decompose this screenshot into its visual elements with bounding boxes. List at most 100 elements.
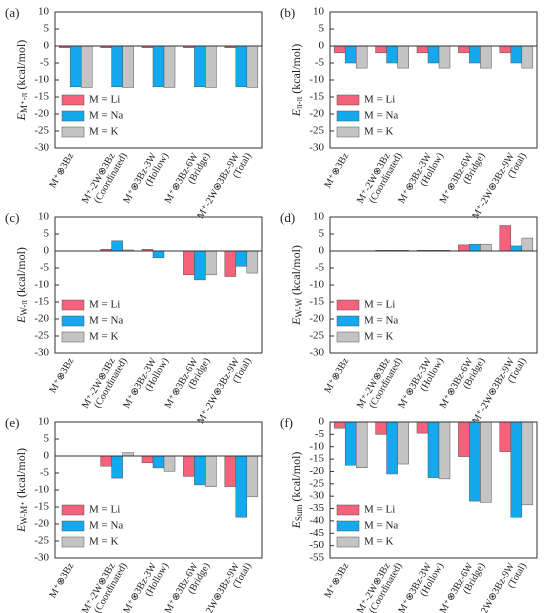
y-label-symbol: E: [14, 112, 28, 121]
bar: [100, 455, 112, 467]
y-axis-label: Eπ-π (kcal/mol): [289, 44, 304, 117]
bar: [416, 421, 429, 434]
y-tick-label: -10: [309, 279, 324, 291]
bar: [510, 245, 523, 252]
bar: [427, 45, 440, 64]
legend-swatch: [336, 299, 360, 311]
legend-swatch: [61, 299, 85, 311]
y-tick-label: 5: [44, 228, 50, 240]
y-tick-label: -20: [309, 313, 324, 325]
bar: [235, 250, 248, 267]
y-label-subscript: W-π: [19, 300, 29, 316]
y-tick-label: -20: [34, 518, 49, 530]
y-tick-label: -55: [309, 552, 324, 564]
legend-label: M = Na: [364, 520, 398, 532]
plot-frame: [54, 11, 263, 149]
bar: [438, 421, 451, 480]
legend-label: M = Li: [89, 504, 120, 516]
x-tick-label: M⁺⊗3Bz: [322, 356, 351, 395]
y-tick-label: -35: [309, 502, 324, 514]
legend-swatch: [336, 504, 360, 516]
y-tick-label: 5: [44, 23, 50, 35]
legend-label: M = Na: [89, 520, 123, 532]
bar: [224, 455, 237, 487]
legend-swatch: [336, 315, 360, 327]
bar: [333, 45, 346, 54]
plot-frame: [329, 11, 538, 149]
bar: [194, 45, 206, 88]
y-tick-label: 0: [44, 450, 50, 462]
x-tick-label: M⁺⊗3Bz: [322, 151, 351, 190]
bar: [122, 45, 134, 88]
legend-swatch: [336, 520, 360, 532]
bar: [111, 240, 123, 252]
panel-label: (a): [5, 5, 19, 20]
bar: [224, 250, 237, 277]
y-tick-label: -10: [34, 279, 49, 291]
y-axis-label: ESum (kcal/mol): [289, 452, 304, 530]
y-axis-label: EW-M⁺ (kcal/mol): [14, 448, 29, 533]
legend-label: M = Li: [364, 299, 395, 311]
bar: [469, 243, 481, 252]
bar: [235, 455, 248, 518]
legend-swatch: [61, 504, 85, 516]
bar: [235, 45, 248, 88]
y-tick-label: -25: [34, 330, 49, 342]
y-tick-label: -15: [309, 453, 324, 465]
y-label-subscript: M⁺-π: [19, 92, 29, 113]
bar: [521, 421, 534, 506]
y-label-subscript: W-W: [294, 298, 304, 318]
bar: [510, 421, 523, 518]
y-tick-label: -20: [309, 108, 324, 120]
legend-swatch: [61, 110, 85, 122]
panel-label: (c): [5, 210, 19, 225]
x-tick-label: M⁺⊗3Bz: [47, 356, 76, 395]
y-label-subscript: Sum: [294, 505, 304, 522]
y-label-subscript: π-π: [294, 96, 304, 109]
y-tick-label: -30: [34, 347, 49, 359]
y-tick-label: -20: [309, 465, 324, 477]
y-tick-label: 5: [319, 228, 325, 240]
y-tick-label: -20: [34, 313, 49, 325]
bar: [205, 45, 217, 88]
y-tick-label: -30: [34, 552, 49, 564]
y-tick-label: 0: [319, 40, 325, 52]
legend-swatch: [61, 126, 85, 138]
y-tick-label: -25: [309, 330, 324, 342]
bar: [205, 250, 217, 276]
bar: [152, 45, 165, 88]
y-tick-label: 0: [319, 245, 325, 257]
y-label-unit: (kcal/mol): [14, 448, 28, 501]
legend-label: M = Li: [364, 504, 395, 516]
bar: [333, 421, 346, 429]
y-tick-label: -5: [40, 467, 50, 479]
panel-label: (e): [5, 415, 19, 430]
y-tick-label: -10: [34, 484, 49, 496]
bar: [458, 45, 470, 54]
bar: [499, 225, 512, 252]
bar: [480, 243, 492, 252]
bar: [458, 421, 470, 457]
y-tick-label: -20: [34, 108, 49, 120]
bar: [80, 45, 93, 88]
legend-swatch: [61, 331, 85, 343]
bar: [458, 244, 470, 252]
legend-swatch: [336, 536, 360, 548]
y-tick-label: -15: [34, 91, 49, 103]
legend-label: M = K: [89, 331, 118, 343]
y-label-unit: (kcal/mol): [289, 452, 303, 505]
bar: [111, 45, 123, 88]
y-label-symbol: E: [289, 520, 303, 529]
legend-label: M = Na: [89, 315, 123, 327]
bar: [480, 421, 492, 503]
y-tick-label: -45: [309, 527, 324, 539]
y-tick-label: 0: [319, 416, 325, 428]
y-tick-label: -5: [40, 262, 50, 274]
y-label-symbol: E: [14, 524, 28, 533]
y-tick-label: 0: [44, 40, 50, 52]
bar: [163, 455, 176, 472]
y-label-unit: (kcal/mol): [289, 245, 303, 298]
y-label-subscript: W-M⁺: [19, 501, 29, 525]
legend-swatch: [61, 536, 85, 548]
y-tick-label: 0: [44, 245, 50, 257]
